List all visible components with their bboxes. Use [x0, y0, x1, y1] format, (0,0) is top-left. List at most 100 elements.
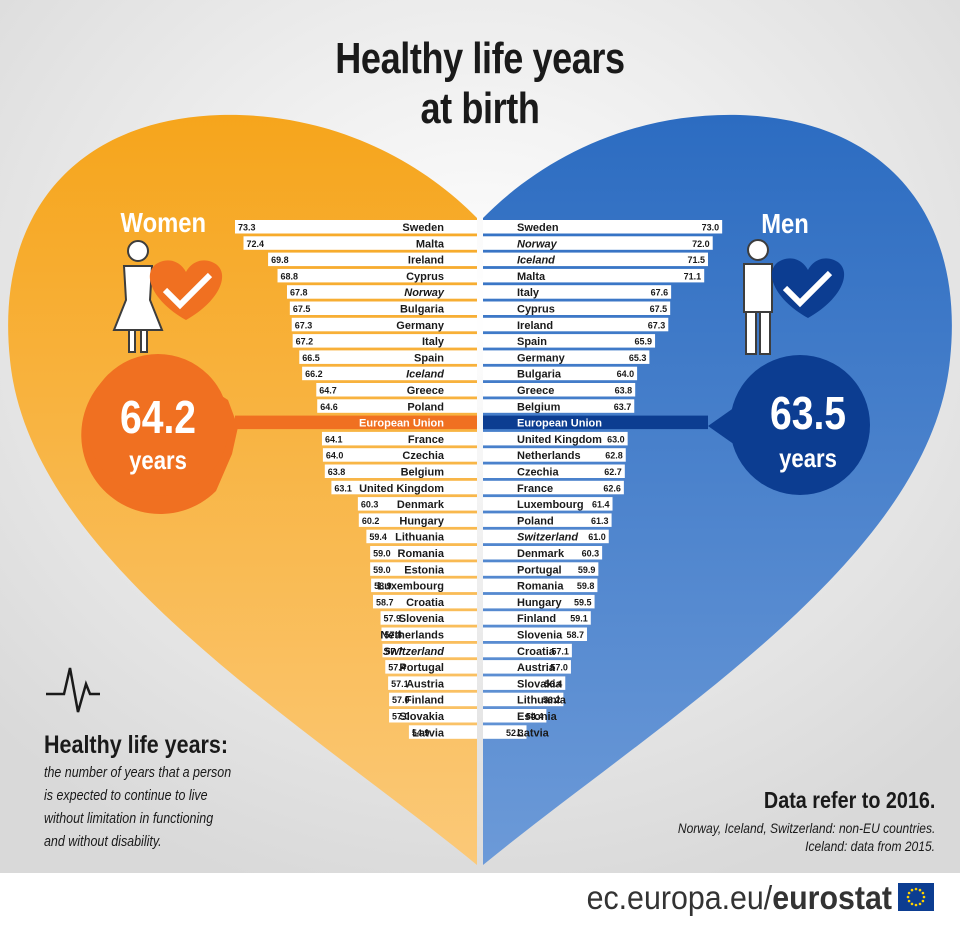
women-bar [277, 268, 477, 283]
men-country-label: Slovenia [517, 630, 563, 642]
women-value-label: 69.8 [271, 255, 289, 265]
bar-chart: Sweden 73.3 Malta 72.4 Ireland 69.8 Cyprus 68.8… [235, 220, 723, 739]
definition-line: and without disability. [44, 834, 162, 850]
men-bar [483, 660, 571, 674]
men-bar [483, 301, 671, 315]
title-line-2: at birth [420, 84, 540, 133]
women-bar [366, 529, 477, 544]
women-country-label: United Kingdom [359, 483, 444, 495]
women-country-label: Finland [405, 695, 444, 707]
men-bar [483, 578, 598, 593]
women-bar [358, 513, 477, 527]
women-bar [370, 546, 477, 560]
men-value-label: 71.1 [684, 271, 702, 281]
men-value-label: 62.6 [603, 483, 621, 493]
men-value-label: 60.3 [582, 549, 600, 559]
men-bar [483, 725, 527, 739]
men-value-label: 64.0 [617, 369, 635, 379]
women-value-label: 60.2 [362, 516, 380, 526]
men-bar [483, 643, 572, 658]
women-country-label: Cyprus [406, 271, 444, 283]
men-country-label: Iceland [517, 255, 555, 267]
footer-url-prefix: ec.europa.eu/ [586, 879, 773, 916]
men-value-label: 62.7 [604, 467, 622, 477]
men-value-label: 54.4 [526, 712, 544, 722]
men-country-label: Hungary [517, 597, 563, 609]
women-country-label: Germany [396, 320, 445, 332]
women-value-label: 57.9 [384, 614, 402, 624]
men-value-label: 52.3 [506, 728, 524, 738]
women-value-label: 66.2 [305, 369, 323, 379]
women-bar [388, 676, 477, 690]
men-value-label: 59.5 [574, 597, 592, 607]
men-bar [483, 268, 705, 283]
eu-star [921, 899, 925, 903]
men-country-label: Luxembourg [517, 499, 584, 511]
women-value-label: 67.3 [295, 320, 313, 330]
men-bar [483, 513, 612, 527]
women-country-label: Slovakia [399, 711, 445, 723]
women-country-label: Ireland [408, 255, 444, 267]
men-value-label: 59.1 [570, 614, 588, 624]
women-value-label: 57.1 [391, 679, 409, 689]
heart-check-icon [149, 260, 223, 320]
women-value-label: 66.5 [302, 353, 320, 363]
men-value-label: 73.0 [702, 223, 720, 233]
men-eu-value: 63.5 [769, 387, 847, 439]
women-country-label: Greece [407, 385, 444, 397]
women-bar [289, 301, 477, 315]
women-value-label: 54.9 [412, 728, 430, 738]
men-bar [483, 285, 672, 299]
women-value-label: 57.0 [392, 712, 410, 722]
women-label: Women [120, 207, 207, 238]
women-country-label: Estonia [404, 564, 445, 576]
footer-url-brand: eurostat [772, 879, 892, 916]
men-bar [483, 220, 723, 234]
men-country-label: Italy [517, 287, 540, 299]
women-bar [371, 578, 477, 593]
women-value-label: 68.8 [281, 271, 299, 281]
men-value-label: 67.5 [650, 304, 668, 314]
men-value-label: 63.8 [615, 386, 633, 396]
women-bar [243, 236, 477, 250]
men-value-label: 61.4 [592, 500, 610, 510]
men-bar [483, 594, 595, 609]
women-country-label: Romania [398, 548, 445, 560]
women-eu-unit: years [129, 445, 187, 475]
women-country-label: Slovenia [399, 613, 445, 625]
men-value-label: 59.9 [578, 565, 596, 575]
women-value-label: 63.8 [328, 467, 346, 477]
women-bar [286, 285, 477, 299]
men-country-label: Slovakia [517, 678, 563, 690]
heartbeat-icon [46, 667, 100, 713]
title-line-1: Healthy life years [335, 34, 625, 83]
women-country-label: Poland [407, 401, 444, 413]
women-bar [357, 497, 477, 511]
women-country-label: Malta [416, 238, 445, 250]
women-value-label: 60.3 [361, 500, 379, 510]
men-bar [483, 448, 626, 462]
definition-line: without limitation in functioning [44, 811, 214, 827]
men-value-label: 63.7 [614, 402, 632, 412]
footer-url[interactable]: ec.europa.eu/eurostat [587, 879, 892, 917]
data-note-heading: Data refer to 2016. [763, 787, 935, 813]
men-value-label: 63.0 [607, 434, 625, 444]
women-bar [321, 431, 477, 446]
definition-line: is expected to continue to live [44, 788, 208, 804]
men-value-label: 57.0 [550, 663, 568, 673]
women-bar [382, 643, 477, 658]
men-country-label: Bulgaria [517, 369, 562, 381]
women-country-label: Iceland [406, 369, 444, 381]
men-country-label: France [517, 483, 553, 495]
women-country-label: Switzerland [383, 646, 444, 658]
woman-icon [112, 240, 164, 353]
women-country-label: European Union [359, 418, 444, 430]
men-country-label: Portugal [517, 564, 562, 576]
men-value-label: 72.0 [692, 239, 710, 249]
women-value-label: 67.8 [290, 288, 308, 298]
men-bar [483, 464, 625, 478]
men-value-label: 67.3 [648, 320, 666, 330]
men-country-label: Germany [517, 352, 566, 364]
